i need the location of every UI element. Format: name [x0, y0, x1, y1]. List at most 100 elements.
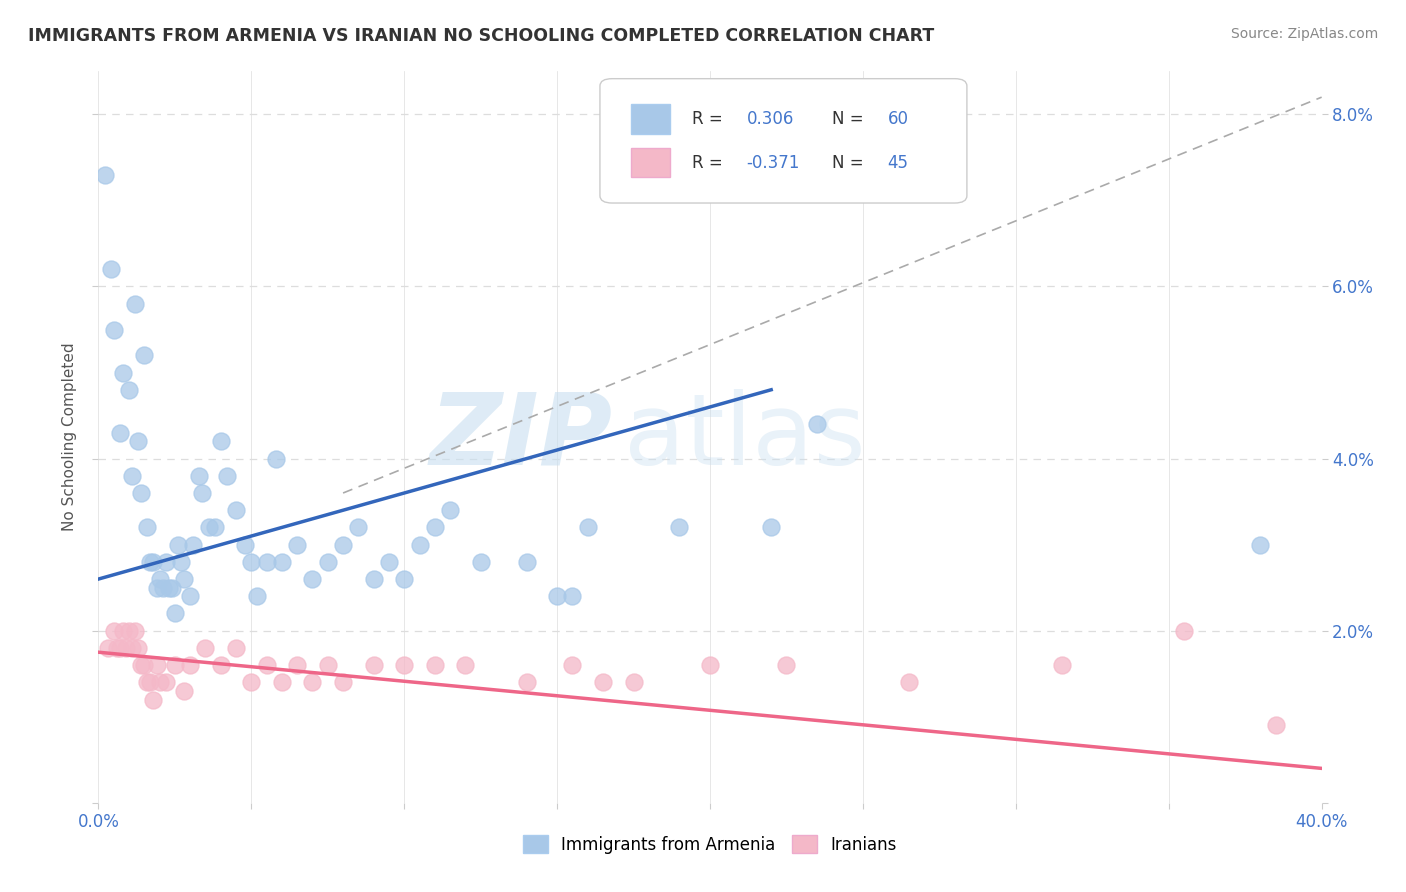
- Point: [139, 555, 162, 569]
- Point: [1173, 624, 1195, 638]
- Point: [209, 658, 232, 673]
- Text: N =: N =: [832, 153, 869, 172]
- Point: [149, 572, 172, 586]
- Point: [439, 503, 461, 517]
- Point: [546, 589, 568, 603]
- FancyBboxPatch shape: [630, 104, 669, 134]
- Point: [155, 555, 177, 569]
- Point: [270, 675, 292, 690]
- Point: [188, 468, 211, 483]
- Point: [233, 538, 256, 552]
- Point: [759, 520, 782, 534]
- Point: [623, 675, 645, 690]
- Point: [392, 658, 416, 673]
- Point: [173, 572, 195, 586]
- Point: [115, 640, 138, 655]
- Point: [181, 538, 204, 552]
- Point: [454, 658, 477, 673]
- Point: [142, 555, 165, 569]
- Point: [163, 658, 186, 673]
- FancyBboxPatch shape: [600, 78, 967, 203]
- Point: [699, 658, 721, 673]
- Point: [134, 658, 156, 673]
- Point: [111, 366, 134, 380]
- Point: [145, 658, 167, 673]
- Text: Source: ZipAtlas.com: Source: ZipAtlas.com: [1230, 27, 1378, 41]
- Point: [775, 658, 797, 673]
- Point: [246, 589, 269, 603]
- Point: [240, 555, 263, 569]
- Point: [592, 675, 614, 690]
- Point: [408, 538, 430, 552]
- Point: [285, 538, 308, 552]
- Point: [124, 624, 146, 638]
- Point: [127, 434, 149, 449]
- Point: [347, 520, 370, 534]
- Text: IMMIGRANTS FROM ARMENIA VS IRANIAN NO SCHOOLING COMPLETED CORRELATION CHART: IMMIGRANTS FROM ARMENIA VS IRANIAN NO SC…: [28, 27, 935, 45]
- Point: [270, 555, 292, 569]
- Text: N =: N =: [832, 110, 869, 128]
- Point: [173, 684, 195, 698]
- Point: [576, 520, 599, 534]
- Point: [332, 675, 354, 690]
- Point: [301, 572, 323, 586]
- Text: ZIP: ZIP: [429, 389, 612, 485]
- Point: [561, 658, 583, 673]
- Point: [225, 640, 247, 655]
- Point: [363, 658, 385, 673]
- Point: [209, 434, 232, 449]
- Point: [134, 348, 156, 362]
- Point: [363, 572, 385, 586]
- Point: [392, 572, 416, 586]
- Point: [93, 168, 115, 182]
- Point: [121, 640, 143, 655]
- Point: [108, 640, 131, 655]
- Point: [167, 538, 190, 552]
- Point: [561, 589, 583, 603]
- Text: 0.306: 0.306: [747, 110, 794, 128]
- Point: [897, 675, 920, 690]
- Point: [129, 658, 152, 673]
- Point: [1264, 718, 1286, 732]
- Point: [121, 468, 143, 483]
- Point: [470, 555, 492, 569]
- Point: [118, 383, 141, 397]
- Point: [118, 624, 141, 638]
- Point: [240, 675, 263, 690]
- Point: [157, 581, 180, 595]
- Point: [127, 640, 149, 655]
- Point: [1249, 538, 1271, 552]
- Point: [423, 520, 446, 534]
- Point: [806, 417, 828, 432]
- Point: [145, 581, 167, 595]
- Point: [316, 658, 339, 673]
- Point: [256, 555, 278, 569]
- Point: [105, 640, 128, 655]
- Point: [285, 658, 308, 673]
- Point: [179, 589, 201, 603]
- Point: [516, 555, 538, 569]
- Point: [139, 675, 162, 690]
- Point: [97, 640, 120, 655]
- Point: [129, 486, 152, 500]
- Point: [103, 624, 125, 638]
- Point: [378, 555, 401, 569]
- Point: [256, 658, 278, 673]
- Point: [668, 520, 690, 534]
- Point: [160, 581, 183, 595]
- Point: [142, 692, 165, 706]
- Point: [163, 607, 186, 621]
- Point: [204, 520, 226, 534]
- Point: [332, 538, 354, 552]
- Point: [124, 296, 146, 310]
- FancyBboxPatch shape: [630, 148, 669, 178]
- Text: -0.371: -0.371: [747, 153, 800, 172]
- Point: [197, 520, 219, 534]
- Point: [103, 322, 125, 336]
- Point: [152, 581, 174, 595]
- Point: [301, 675, 323, 690]
- Point: [179, 658, 201, 673]
- Y-axis label: No Schooling Completed: No Schooling Completed: [62, 343, 77, 532]
- Text: R =: R =: [692, 153, 728, 172]
- Point: [194, 640, 217, 655]
